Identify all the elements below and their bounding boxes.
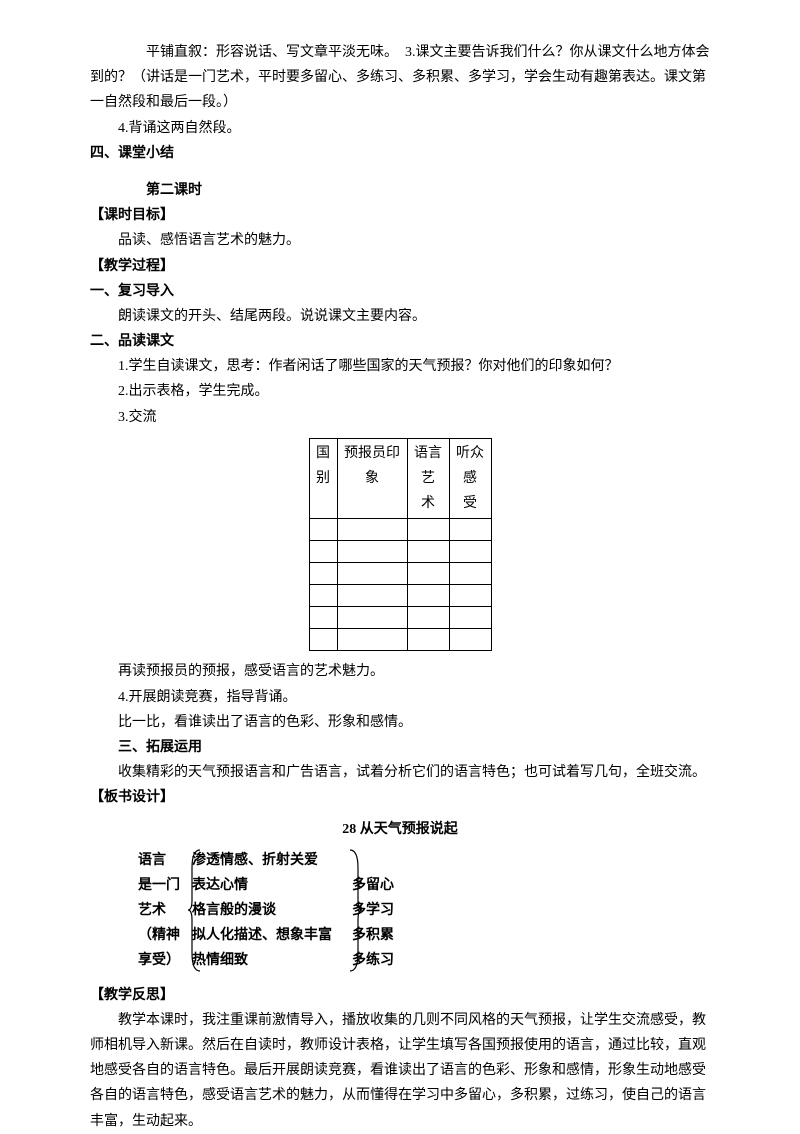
- table-row: [309, 519, 491, 541]
- board-row: 艺术 格言般的漫谈 多学习: [138, 898, 478, 923]
- table-row: [309, 585, 491, 607]
- table-header-cell: 听众感受: [449, 438, 491, 519]
- process-part3-title: 三、拓展运用: [90, 735, 710, 760]
- board-left-cell: （精神: [138, 923, 192, 948]
- table-row: [309, 629, 491, 651]
- after-table-line2: 4.开展朗读竞赛，指导背诵。: [90, 685, 710, 710]
- table-header-cell: 语言艺术: [407, 438, 449, 519]
- board-left-cell: 享受）: [138, 948, 192, 973]
- board-middle-cell: 热情细致: [192, 948, 352, 973]
- section4-title: 四、课堂小结: [90, 141, 710, 166]
- intro-paragraph: 平铺直叙：形容说话、写文章平淡无味。 3.课文主要告诉我们什么？你从课文什么地方…: [90, 40, 710, 116]
- reflection-heading: 【教学反思】: [90, 983, 710, 1008]
- process-part2-item3: 3.交流: [90, 405, 710, 430]
- board-title: 28 从天气预报说起: [90, 817, 710, 842]
- process-part2-item1: 1.学生自读课文，思考：作者闲话了哪些国家的天气预报？你对他们的印象如何？: [90, 354, 710, 379]
- table-row: [309, 607, 491, 629]
- board-left-cell: 艺术: [138, 898, 192, 923]
- process-heading: 【教学过程】: [90, 254, 710, 279]
- board-row: 语言 渗透情感、折射关爱: [138, 848, 478, 873]
- process-part1-content: 朗读课文的开头、结尾两段。说说课文主要内容。: [90, 304, 710, 329]
- objectives-heading: 【课时目标】: [90, 203, 710, 228]
- objectives-content: 品读、感悟语言艺术的魅力。: [90, 228, 710, 253]
- board-row: （精神 拟人化描述、想象丰富 多积累: [138, 923, 478, 948]
- intro-item4: 4.背诵这两自然段。: [90, 116, 710, 141]
- forecast-table: 国别 预报员印象 语言艺术 听众感受: [309, 438, 492, 652]
- table-header-row: 国别 预报员印象 语言艺术 听众感受: [309, 438, 491, 519]
- board-left-cell: 语言: [138, 848, 192, 873]
- board-middle-cell: 渗透情感、折射关爱: [192, 848, 352, 873]
- board-heading: 【板书设计】: [90, 785, 710, 810]
- board-middle-cell: 拟人化描述、想象丰富: [192, 923, 352, 948]
- board-left-cell: 是一门: [138, 873, 192, 898]
- after-table-line3: 比一比，看谁读出了语言的色彩、形象和感情。: [90, 710, 710, 735]
- table-row: [309, 563, 491, 585]
- lesson2-title: 第二课时: [90, 178, 710, 203]
- board-row: 享受） 热情细致 多练习: [138, 948, 478, 973]
- board-right-cell: 多留心: [352, 873, 412, 898]
- process-part2-title: 二、品读课文: [90, 329, 710, 354]
- board-right-cell: 多练习: [352, 948, 412, 973]
- process-part3-content: 收集精彩的天气预报语言和广告语言，试着分析它们的语言特色；也可试着写几句，全班交…: [90, 760, 710, 785]
- table-container: 国别 预报员印象 语言艺术 听众感受: [90, 438, 710, 652]
- board-right-cell: 多学习: [352, 898, 412, 923]
- process-part1-title: 一、复习导入: [90, 279, 710, 304]
- board-design: 语言 渗透情感、折射关爱 是一门 表达心情 多留心 艺术 格言般的漫谈 多学习 …: [138, 848, 478, 973]
- document-content: 平铺直叙：形容说话、写文章平淡无味。 3.课文主要告诉我们什么？你从课文什么地方…: [90, 40, 710, 1134]
- spacer: [90, 166, 710, 178]
- board-middle-cell: 表达心情: [192, 873, 352, 898]
- after-table-line1: 再读预报员的预报，感受语言的艺术魅力。: [90, 659, 710, 684]
- table-header-cell: 国别: [309, 438, 337, 519]
- table-row: [309, 541, 491, 563]
- reflection-content: 教学本课时，我注重课前激情导入，播放收集的几则不同风格的天气预报，让学生交流感受…: [90, 1008, 710, 1134]
- table-header-cell: 预报员印象: [337, 438, 407, 519]
- process-part2-item2: 2.出示表格，学生完成。: [90, 379, 710, 404]
- board-row: 是一门 表达心情 多留心: [138, 873, 478, 898]
- board-right-cell: 多积累: [352, 923, 412, 948]
- board-middle-cell: 格言般的漫谈: [192, 898, 352, 923]
